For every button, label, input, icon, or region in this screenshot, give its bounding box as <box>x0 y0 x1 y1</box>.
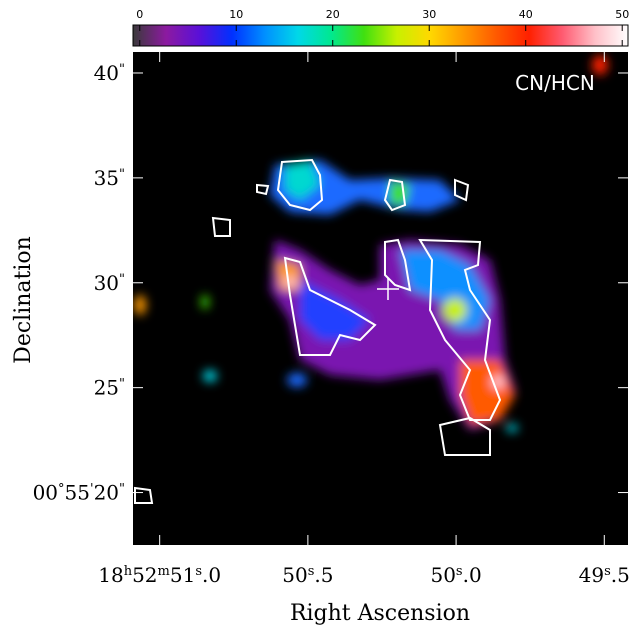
x-tick-label: 50s.0 <box>430 563 481 587</box>
colorbar-tick-label: 20 <box>326 8 340 21</box>
map-image <box>134 55 608 504</box>
colorbar-tick-label: 10 <box>229 8 243 21</box>
x-axis-label: Right Ascension <box>290 601 470 626</box>
colorbar <box>132 24 629 47</box>
x-tick-label: 50s.5 <box>282 563 333 587</box>
y-tick-label: 40" <box>94 61 125 85</box>
x-tick-label: 18h52m51s.0 <box>98 563 221 587</box>
colorbar-tick-label: 30 <box>422 8 436 21</box>
y-axis-label: Declination <box>11 236 36 364</box>
y-tick-label: 00°55'20" <box>33 481 125 505</box>
y-tick-label: 30" <box>94 271 125 295</box>
colorbar-tick-label: 0 <box>136 8 143 21</box>
x-tick-label: 49s.5 <box>579 563 630 587</box>
colorbar-tick-label: 50 <box>615 8 629 21</box>
y-tick-label: 25" <box>94 376 125 400</box>
y-tick-label: 35" <box>94 166 125 190</box>
annotation: CN/HCN <box>515 71 595 95</box>
colorbar-tick-label: 40 <box>519 8 533 21</box>
